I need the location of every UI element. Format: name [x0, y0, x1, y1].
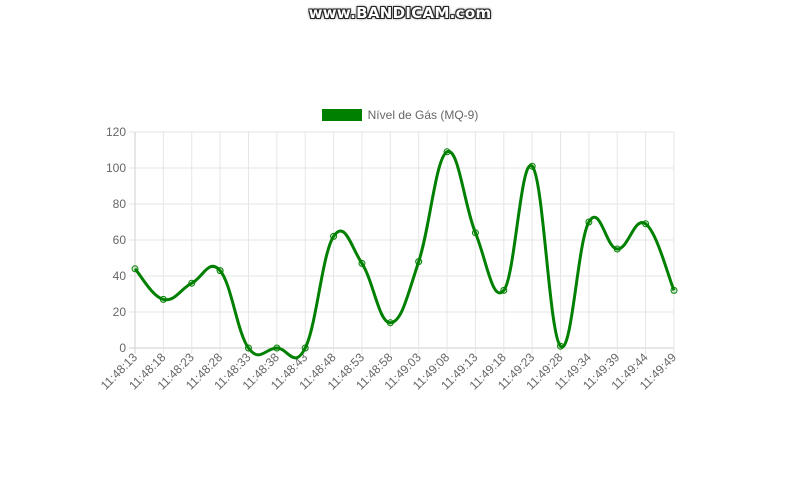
y-tick-label: 60: [113, 233, 127, 247]
data-point[interactable]: [415, 258, 423, 266]
data-point[interactable]: [670, 286, 678, 294]
data-point[interactable]: [301, 344, 309, 352]
data-point[interactable]: [216, 267, 224, 275]
data-point[interactable]: [443, 148, 451, 156]
y-tick-label: 80: [113, 197, 127, 211]
data-point[interactable]: [528, 162, 536, 170]
y-tick-label: 100: [106, 161, 126, 175]
data-point[interactable]: [330, 232, 338, 240]
data-point[interactable]: [386, 319, 394, 327]
data-point[interactable]: [613, 245, 621, 253]
data-point[interactable]: [244, 344, 252, 352]
series-line: [133, 150, 676, 360]
legend-swatch[interactable]: [321, 109, 362, 121]
y-tick-label: 20: [113, 305, 127, 319]
data-point[interactable]: [500, 286, 508, 294]
data-point[interactable]: [557, 342, 565, 350]
data-point[interactable]: [585, 218, 593, 226]
data-point[interactable]: [131, 265, 139, 273]
y-tick-label: 0: [119, 341, 126, 355]
data-point[interactable]: [642, 220, 650, 228]
watermark-text: www.BANDICAM.com: [308, 4, 492, 22]
data-point[interactable]: [273, 344, 281, 352]
y-tick-label: 40: [113, 269, 127, 283]
data-point[interactable]: [358, 259, 366, 267]
data-point[interactable]: [188, 279, 196, 287]
data-point[interactable]: [471, 229, 479, 237]
data-point[interactable]: [159, 295, 167, 303]
chart-legend[interactable]: Nível de Gás (MQ-9): [0, 108, 800, 122]
y-tick-label: 120: [106, 125, 126, 139]
legend-label[interactable]: Nível de Gás (MQ-9): [367, 108, 479, 122]
